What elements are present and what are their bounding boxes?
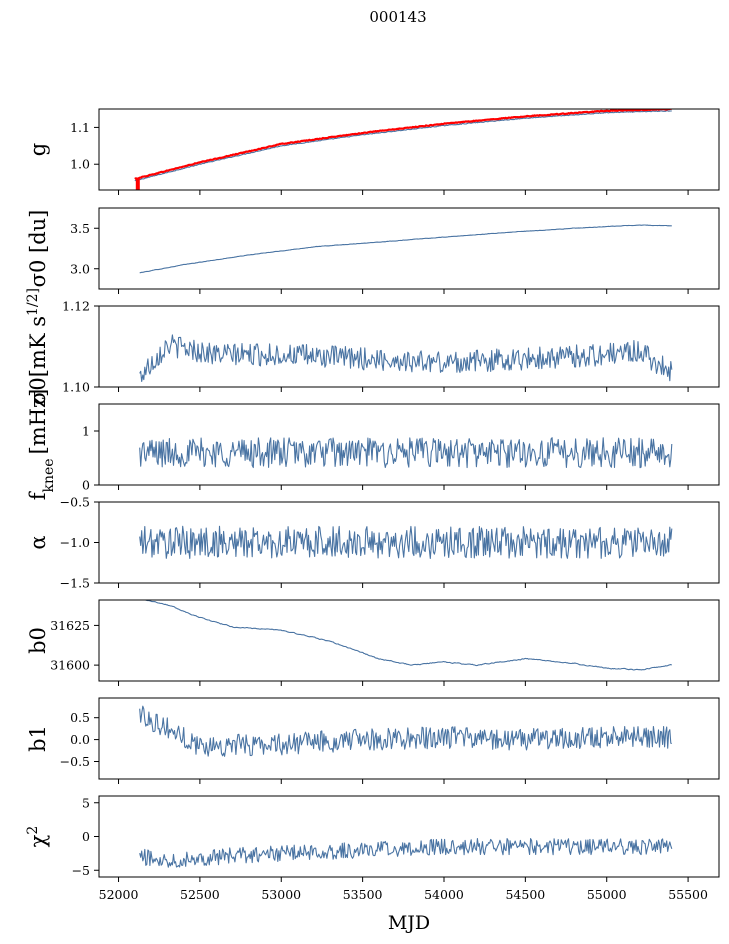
plot-area xyxy=(134,109,672,190)
x-axis: 52000 52500 53000 53500 54000 54500 55000 55500 xyxy=(99,887,708,902)
y-tick-label: −0.5 xyxy=(60,754,90,769)
y-tick-label: −0.5 xyxy=(60,495,90,510)
panel-5: −1.5 −1.0 −0.5 α xyxy=(26,495,720,591)
y-axis-label: α xyxy=(26,535,50,549)
series-line-1 xyxy=(139,838,673,868)
suptitle: 000143 xyxy=(369,8,426,26)
y-axis-label: g xyxy=(26,143,50,156)
y-axis-label: σ0[mK s1/2] xyxy=(25,288,50,405)
y-tick-label: 5 xyxy=(82,795,90,810)
x-tick-label: 55000 xyxy=(587,887,627,902)
series-line-1 xyxy=(139,224,672,274)
panel-frame xyxy=(98,108,720,191)
x-tick-label: 53500 xyxy=(343,887,383,902)
plot-area xyxy=(139,224,672,274)
y-tick-label: 1.12 xyxy=(62,299,90,314)
panel-frame xyxy=(98,403,720,486)
y-tick-label: −1.0 xyxy=(60,535,90,550)
x-tick-label: 54000 xyxy=(424,887,464,902)
series-line-1 xyxy=(139,437,673,469)
y-tick-label: 0.0 xyxy=(70,732,90,747)
y-axis-label: b0 xyxy=(26,627,50,654)
panel-1: 1.0 1.1 g xyxy=(26,108,720,195)
y-tick-label: 3.5 xyxy=(70,221,90,236)
x-tick-label: 55500 xyxy=(668,887,708,902)
series-line-2 xyxy=(134,109,672,180)
plot-area xyxy=(139,525,673,559)
y-tick-label: −1.5 xyxy=(60,576,90,591)
series-line-1 xyxy=(134,110,672,182)
plot-area xyxy=(139,334,673,382)
y-tick-label: 1 xyxy=(82,424,90,439)
panel-7: −0.5 0.0 0.5 b1 xyxy=(26,697,720,784)
y-axis-label: b1 xyxy=(26,725,50,752)
y-axis-label: χ2 xyxy=(25,826,50,848)
y-tick-label: −5 xyxy=(72,863,90,878)
plot-area xyxy=(139,838,673,868)
y-tick-label: 1.0 xyxy=(70,157,90,172)
plot-area xyxy=(143,600,673,671)
x-tick-label: 54500 xyxy=(505,887,545,902)
panel-frame xyxy=(98,795,720,878)
y-tick-label: 1.1 xyxy=(70,120,90,135)
panel-2: 3.0 3.5 σ0 [du] xyxy=(26,207,720,294)
plot-area xyxy=(139,705,672,757)
y-tick-label: 1.10 xyxy=(62,380,90,395)
panel-8: −5 0 5 χ2 xyxy=(25,795,720,882)
panel-frame xyxy=(98,599,720,682)
x-tick-label: 52500 xyxy=(180,887,220,902)
panel-4: 0 1 fknee[mHz] xyxy=(26,389,720,501)
plot-area xyxy=(139,437,673,469)
panel-frame xyxy=(98,207,720,290)
x-axis-label: MJD xyxy=(388,912,430,934)
panel-frame xyxy=(98,305,720,388)
series-line-1 xyxy=(143,600,673,671)
x-tick-label: 53000 xyxy=(261,887,301,902)
panel-3: 1.10 1.12 σ0[mK s1/2] xyxy=(25,288,720,405)
y-tick-label: 31600 xyxy=(50,658,90,673)
series-line-1 xyxy=(139,525,673,559)
x-tick-label: 52000 xyxy=(99,887,139,902)
y-tick-label: 0.5 xyxy=(70,710,90,725)
series-line-1 xyxy=(139,334,673,382)
y-tick-label: 0 xyxy=(82,829,90,844)
y-axis-label: σ0 [du] xyxy=(26,210,50,288)
series-line-1 xyxy=(139,705,672,757)
panel-frame xyxy=(98,697,720,780)
y-tick-label: 31625 xyxy=(50,618,90,633)
y-axis-label: fknee[mHz] xyxy=(26,389,57,501)
y-tick-label: 3.0 xyxy=(70,261,90,276)
y-tick-label: 0 xyxy=(82,478,90,493)
